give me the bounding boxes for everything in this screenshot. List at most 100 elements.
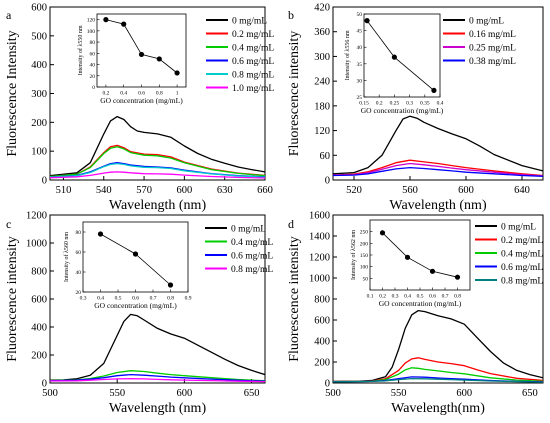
panel-a-inset-xtick-label-4: 1	[176, 91, 179, 97]
panel-a-inset-point-2	[138, 51, 145, 58]
panel-a-inset-ytick-label-5: 100	[87, 29, 96, 35]
panel-a-inset-xtick-label-1: 0.4	[120, 91, 127, 97]
panel-d-legend-label-0: 0 mg/mL	[501, 223, 536, 233]
panel-a-legend-label-4: 0.8 mg/mL	[232, 71, 274, 81]
panel-a-inset-frame	[96, 13, 187, 88]
panel-d-ylabel: Fluorescence intensity	[287, 236, 302, 362]
panel-d-xtick-label-3: 650	[522, 388, 538, 399]
panel-b-xtick-label-2: 600	[458, 185, 474, 196]
panel-b-ytick-label-3: 180	[314, 101, 330, 112]
panel-a-inset-ytick-label-2: 40	[90, 63, 96, 69]
panel-c-legend-label-2: 0.6 mg/mL	[231, 252, 273, 262]
panel-d-inset-frame	[369, 219, 471, 291]
panel-b-legend-label-3: 0.38 mg/mL	[469, 57, 516, 67]
panel-a-xtick-label-1: 540	[96, 185, 112, 196]
panel-d-inset-xtick-label-0: 0.1	[367, 294, 374, 300]
panel-d-xlabel: Wavelength(nm)	[391, 401, 485, 416]
panel-c-inset-xtick-label-4: 0.7	[150, 296, 157, 302]
panel-c-series-2	[50, 373, 265, 382]
panel-a-inset-xtick-label-0: 0.2	[102, 91, 109, 97]
panel-d-legend-label-4: 0.8 mg/mL	[501, 277, 543, 287]
panel-d-inset-xtick-label-4: 0.5	[417, 294, 424, 300]
panel-c-inset-xtick-label-5: 0.8	[167, 296, 174, 302]
panel-a-ytick-label-3: 300	[31, 89, 47, 100]
panel-d-ytick-label-8: 1600	[309, 211, 330, 222]
panel-b-inset-xtick-label-1: 0.2	[376, 101, 383, 107]
panel-a-xtick-label-4: 630	[217, 185, 233, 196]
panel-d-legend-label-3: 0.6 mg/mL	[501, 263, 543, 273]
panel-d-inset-line	[382, 232, 458, 278]
panel-b-inset-xtick-label-5: 0.4	[437, 101, 444, 107]
panel-c-inset-xlabel: GO concentration (mg/mL)	[94, 301, 177, 310]
panel-c-inset-point-2	[167, 282, 174, 288]
panel-b-inset-xtick-label-4: 0.35	[420, 101, 430, 107]
panel-a-ytick-label-2: 200	[31, 118, 47, 129]
panel-d-inset-ylabel: Intensity of λ562 nm	[350, 230, 357, 280]
panel-b-series-0	[333, 115, 543, 175]
panel-d-inset-xtick-label-6: 0.7	[442, 294, 449, 300]
panel-d-inset-point-3	[454, 274, 461, 280]
panel-b-ytick-label-7: 420	[314, 3, 330, 14]
panel-d-inset-xtick-label-7: 0.8	[454, 294, 461, 300]
panel-c-xlabel: Wavelength (nm)	[109, 401, 207, 416]
panel-c-inset-ytick-label-2: 60	[76, 250, 82, 256]
panel-b-inset: 0.15 0.2 0.25 0.3 0.35 0.4 25 30 35 40 45 50 GO conc…	[344, 12, 444, 115]
panel-a-series-0	[50, 115, 265, 177]
panel-b-legend-label-1: 0.16 mg/mL	[469, 30, 516, 40]
panel-a-inset-xlabel: GO concentration (mg/mL)	[100, 96, 183, 105]
panel-d-letter: d	[288, 217, 294, 231]
panel-a-inset-point-3	[156, 56, 162, 62]
panel-b-xlabel: Wavelength (nm)	[389, 198, 487, 213]
panel-c-ylabel: Fluorescence intensity	[5, 236, 20, 362]
panel-d-inset-point-2	[429, 268, 436, 274]
panel-d: d 0 200 400 600 800 1000 1200 1400 1600 500 550 600 6…	[287, 211, 544, 416]
panel-b-inset-ytick-label-3: 40	[357, 45, 363, 51]
panel-b-xtick-label-0: 520	[346, 185, 362, 196]
panel-d-xtick-label-2: 600	[456, 388, 472, 399]
panel-c-inset-xtick-label-2: 0.5	[115, 296, 122, 302]
panel-d-inset-xtick-label-1: 0.2	[379, 294, 386, 300]
panel-a-inset-point-1	[121, 21, 127, 27]
panel-a-legend-label-0: 0 mg/mL	[232, 17, 267, 27]
panel-b-series-3	[333, 166, 543, 177]
panel-d-xtick-label-0: 500	[325, 388, 341, 399]
panel-a-series-2	[50, 146, 265, 178]
panel-c-xtick-label-3: 650	[244, 388, 260, 399]
panel-c-xtick-label-0: 500	[42, 388, 58, 399]
panel-a-inset-point-4	[174, 70, 180, 76]
panel-c-series-1	[50, 370, 265, 382]
panel-d-inset-ytick-label-1: 100	[360, 265, 369, 271]
panel-a-inset-ytick-label-3: 60	[90, 51, 96, 57]
panel-a-inset-ytick-label-1: 20	[90, 74, 96, 80]
panel-d-ytick-label-2: 400	[314, 337, 330, 348]
panel-c-ytick-label-4: 800	[31, 267, 47, 278]
panel-a-inset-xtick-label-2: 0.6	[138, 91, 145, 97]
panel-b-letter: b	[288, 8, 294, 22]
panel-c-ytick-label-5: 1000	[26, 239, 47, 250]
panel-a-ylabel: Fluorescence Intensity	[5, 30, 20, 156]
panel-c-xtick-label-2: 600	[177, 388, 193, 399]
panel-d-inset-point-0	[379, 230, 386, 236]
panel-d-inset: 0.1 0.2 0.3 0.4 0.5 0.6 0.7 0.8 50 100 150 200 250 GO…	[350, 219, 471, 308]
panel-b-inset-ytick-label-1: 30	[357, 78, 363, 84]
panel-a-inset-ytick-label-0: 0	[92, 85, 95, 91]
panel-c-legend-label-1: 0.4 mg/mL	[231, 238, 273, 248]
panel-a-series-5	[50, 171, 265, 179]
panel-b-inset-xlabel: GO concentration (mg/mL)	[361, 106, 444, 115]
panel-c-inset-ytick-label-3: 80	[76, 230, 82, 236]
panel-c-inset-point-1	[132, 251, 139, 257]
panel-b-xtick-label-1: 560	[402, 185, 418, 196]
panel-c-inset-ytick-label-0: 20	[76, 290, 82, 296]
panel-c-legend-label-3: 0.8 mg/mL	[231, 265, 273, 275]
panel-b-ytick-label-6: 360	[314, 27, 330, 38]
panel-a-ytick-label-6: 600	[31, 3, 47, 14]
panel-d-inset-ytick-label-4: 250	[360, 230, 369, 236]
panel-c-series-3	[50, 378, 265, 383]
panel-d-inset-point-1	[404, 254, 411, 260]
panel-b-series-1	[333, 159, 543, 177]
panel-b-frame	[332, 6, 544, 181]
panel-d-series-4	[333, 377, 543, 383]
panel-d-ytick-label-1: 200	[314, 358, 330, 369]
